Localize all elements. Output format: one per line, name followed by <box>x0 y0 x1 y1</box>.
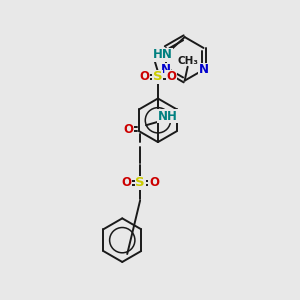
Text: O: O <box>123 123 133 136</box>
Text: O: O <box>167 70 177 83</box>
Text: N: N <box>199 63 208 76</box>
Text: HN: HN <box>153 48 173 62</box>
Text: O: O <box>139 70 149 83</box>
Text: CH₃: CH₃ <box>177 56 198 66</box>
Text: N: N <box>161 63 171 76</box>
Text: O: O <box>149 176 159 189</box>
Text: NH: NH <box>158 110 178 123</box>
Text: S: S <box>135 176 145 189</box>
Text: S: S <box>153 70 163 83</box>
Text: O: O <box>121 176 131 189</box>
